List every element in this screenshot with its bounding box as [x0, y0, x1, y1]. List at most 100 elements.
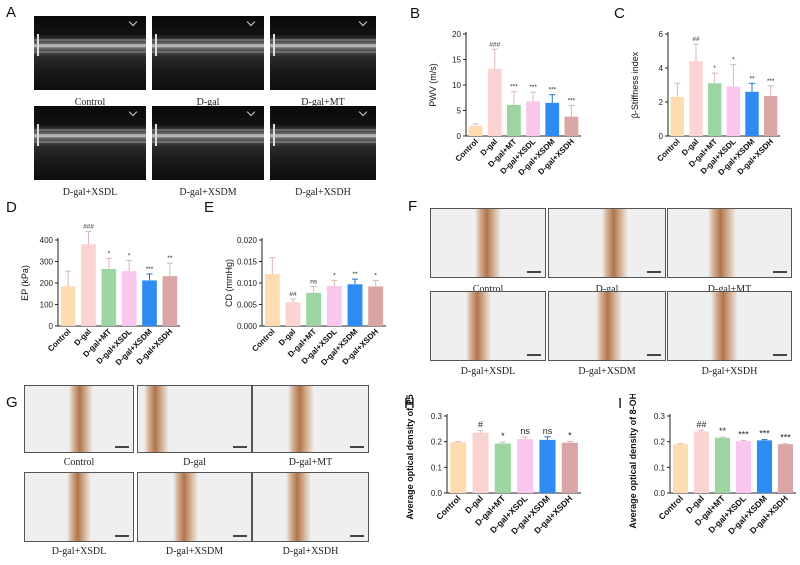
y-tick-label: 6	[659, 30, 664, 39]
significance-label: #	[478, 420, 483, 430]
y-tick-label: 0.010	[237, 279, 258, 288]
image-caption: D-gal+XSDH	[282, 546, 339, 557]
significance-label: *	[713, 65, 716, 72]
bar	[714, 437, 731, 493]
panel-label-a: A	[6, 4, 17, 21]
significance-label: *	[128, 252, 131, 259]
ultrasound-image	[152, 106, 264, 180]
bar	[285, 302, 301, 326]
significance-label: ***	[510, 84, 518, 91]
bar	[545, 102, 560, 136]
panel-label: E	[204, 199, 214, 216]
significance-label: *	[732, 57, 735, 64]
y-tick-label: 0.3	[431, 412, 443, 421]
y-axis-label: Average optical density of P53	[405, 394, 415, 520]
bar	[347, 284, 363, 326]
ultrasound-image	[34, 106, 146, 180]
significance-label: **	[749, 75, 755, 82]
image-caption: Control	[472, 284, 504, 295]
significance-label: ns	[543, 426, 553, 436]
bar	[707, 83, 722, 136]
ultrasound-image	[270, 106, 376, 180]
y-tick-label: 0	[49, 322, 54, 331]
image-caption: D-gal+XSDH	[295, 187, 351, 198]
image-caption: D-gal+XSDM	[179, 187, 237, 198]
significance-label: ***	[529, 84, 537, 91]
y-tick-label: 5	[457, 107, 462, 116]
image-caption: D-gal+XSDH	[701, 366, 758, 377]
bar	[756, 440, 773, 493]
panel-label-g: G	[6, 394, 18, 411]
significance-label: ***	[568, 97, 576, 104]
y-tick-label: 0.1	[654, 463, 666, 472]
significance-label: *	[568, 430, 572, 440]
x-tick-label: Control	[655, 137, 681, 163]
significance-label: ***	[738, 429, 749, 439]
y-tick-label: 2	[659, 98, 664, 107]
y-tick-label: 100	[40, 301, 54, 310]
image-caption: D-gal+XSDL	[460, 366, 516, 377]
y-tick-label: 20	[452, 30, 461, 39]
y-tick-label: 200	[40, 279, 54, 288]
significance-label: *	[501, 431, 505, 441]
y-axis-label: β-Stiffness index	[630, 51, 640, 118]
bar	[539, 439, 556, 493]
bar	[693, 431, 710, 493]
y-tick-label: 400	[40, 236, 54, 245]
significance-label: ###	[489, 41, 500, 48]
bar	[564, 116, 579, 136]
y-tick-label: 10	[452, 81, 461, 90]
bar	[101, 269, 117, 326]
bar	[670, 96, 685, 136]
bar	[487, 68, 502, 136]
histology-image	[252, 385, 369, 453]
bar-chart-e: E 0.000 0.005 0.010 0.015 0.020 CD (mmHg) Contr…	[204, 199, 386, 367]
x-tick-label: Control	[250, 327, 276, 353]
histology-image	[548, 208, 666, 278]
y-tick-label: 0.000	[237, 322, 258, 331]
bar	[81, 244, 96, 326]
significance-label: ns	[310, 278, 318, 285]
bar	[162, 276, 178, 326]
image-caption: D-gal+XSDM	[165, 546, 224, 557]
y-tick-label: 4	[659, 64, 664, 73]
y-tick-label: 15	[452, 56, 461, 65]
image-caption: Control	[63, 457, 95, 468]
histology-image	[24, 385, 134, 453]
panel-label: C	[614, 5, 625, 22]
y-axis-label: Average optical density of 8-OHdG	[628, 394, 638, 529]
histology-image	[667, 208, 792, 278]
significance-label: ##	[696, 419, 706, 429]
bar	[763, 96, 778, 136]
histology-image	[667, 291, 792, 361]
significance-label: ##	[289, 291, 297, 298]
bar	[745, 91, 759, 136]
significance-label: *	[374, 272, 377, 279]
histology-image	[137, 385, 252, 453]
image-caption: D-gal+XSDM	[578, 366, 636, 377]
bar-chart-i: I 0.0 0.1 0.2 0.3 Average optical density of …	[618, 394, 796, 536]
bar	[672, 444, 689, 493]
y-axis-label: CD (mmHg)	[224, 259, 234, 307]
y-tick-label: 0.3	[654, 412, 666, 421]
significance-label: ***	[767, 78, 775, 85]
bar	[121, 271, 137, 326]
y-tick-label: 300	[40, 258, 54, 267]
image-caption: Control	[74, 97, 106, 108]
bar	[507, 104, 521, 136]
significance-label: **	[719, 426, 727, 436]
panel-label: B	[410, 5, 420, 22]
bar	[494, 443, 511, 493]
y-axis-label: PWV (m/s)	[428, 63, 438, 107]
significance-label: ***	[780, 433, 791, 443]
histology-image	[548, 291, 666, 361]
y-tick-label: 0.0	[431, 489, 443, 498]
bar	[472, 432, 489, 493]
ultrasound-image	[270, 16, 376, 90]
significance-label: ***	[146, 266, 154, 273]
image-caption: D-gal+MT	[288, 457, 333, 468]
significance-label: *	[108, 250, 111, 257]
bar	[526, 101, 540, 136]
image-caption: D-gal	[183, 457, 206, 468]
